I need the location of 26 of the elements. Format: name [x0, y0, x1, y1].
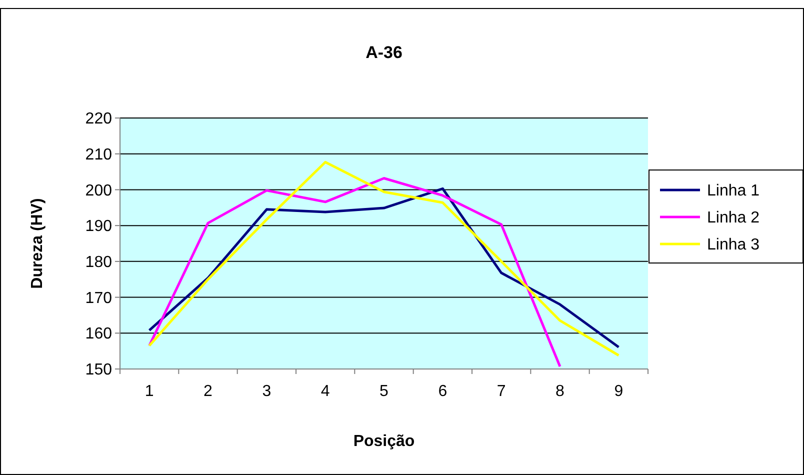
- x-tick-label: 1: [144, 383, 154, 400]
- y-tick-label: 180: [85, 254, 112, 272]
- x-tick-label: 4: [320, 383, 330, 400]
- y-tick-label: 150: [85, 362, 112, 379]
- x-tick-label: 3: [262, 383, 272, 400]
- y-tick-label: 200: [85, 182, 112, 200]
- x-tick-label: 5: [380, 383, 389, 400]
- line-series: [148, 176, 562, 368]
- y-axis-title: Dureza (HV): [29, 198, 46, 289]
- line-series: [148, 187, 620, 348]
- y-tick-label: 220: [85, 110, 112, 128]
- x-tick-label: 2: [204, 383, 213, 400]
- x-tick-label: 6: [438, 383, 448, 400]
- legend-label: Linha 3: [707, 236, 760, 254]
- y-tick-label: 190: [85, 218, 112, 236]
- x-axis-title: Posição: [353, 433, 415, 450]
- x-tick-label: 7: [496, 383, 506, 400]
- x-tick-label: 8: [556, 383, 565, 400]
- y-tick-label: 210: [85, 146, 112, 164]
- y-tick-label: 170: [85, 290, 112, 307]
- line-series: [148, 160, 620, 357]
- x-tick-label: 9: [614, 383, 624, 400]
- y-tick-label: 160: [85, 326, 112, 343]
- chart-title: A-36: [366, 43, 402, 62]
- legend-label: Linha 1: [707, 182, 760, 200]
- legend-label: Linha 2: [707, 210, 760, 227]
